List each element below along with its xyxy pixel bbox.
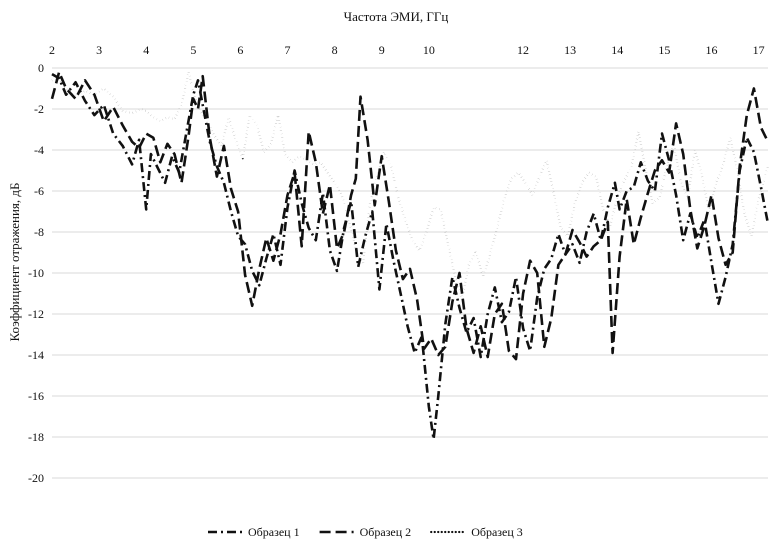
legend-label: Образец 2	[360, 525, 412, 539]
x-tick-label: 6	[237, 43, 243, 57]
legend-label: Образец 1	[248, 525, 300, 539]
series-lines	[50, 70, 770, 441]
x-tick-labels: 2 3 4 5 6 7 8 9 10 12 13 14 15 16 17	[49, 43, 765, 57]
x-tick-label: 4	[143, 43, 149, 57]
legend: Образец 1 Образец 2 Образец 3	[208, 525, 523, 539]
x-tick-label: 7	[285, 43, 291, 57]
y-tick-label: -6	[34, 184, 44, 198]
y-tick-label: -12	[28, 307, 44, 321]
x-tick-label: 10	[423, 43, 435, 57]
x-tick-label: 14	[611, 43, 623, 57]
x-tick-label: 5	[190, 43, 196, 57]
x-tick-label: 8	[332, 43, 338, 57]
x-tick-label: 16	[705, 43, 717, 57]
y-tick-label: 0	[38, 61, 44, 75]
y-tick-label: -8	[34, 225, 44, 239]
y-tick-label: -4	[34, 143, 44, 157]
x-tick-label: 15	[658, 43, 670, 57]
y-tick-label: -16	[28, 389, 44, 403]
y-axis-title: Коэффициент отражения, дБ	[7, 183, 22, 342]
x-tick-label: 12	[517, 43, 529, 57]
series-line	[51, 72, 770, 441]
x-tick-label: 13	[564, 43, 576, 57]
y-tick-label: -20	[28, 471, 44, 485]
y-tick-label: -10	[28, 266, 44, 280]
legend-label: Образец 3	[471, 525, 523, 539]
x-tick-label: 17	[753, 43, 765, 57]
x-tick-label: 2	[49, 43, 55, 57]
x-tick-label: 9	[379, 43, 385, 57]
y-tick-label: -14	[28, 348, 44, 362]
series-line	[50, 70, 770, 361]
series-line	[51, 71, 770, 301]
y-tick-label: -18	[28, 430, 44, 444]
y-tick-label: -2	[34, 102, 44, 116]
x-axis-title: Частота ЭМИ, ГГц	[344, 9, 449, 24]
x-tick-label: 3	[96, 43, 102, 57]
y-tick-labels: 0 -2 -4 -6 -8 -10 -12 -14 -16 -18 -20	[28, 61, 44, 485]
